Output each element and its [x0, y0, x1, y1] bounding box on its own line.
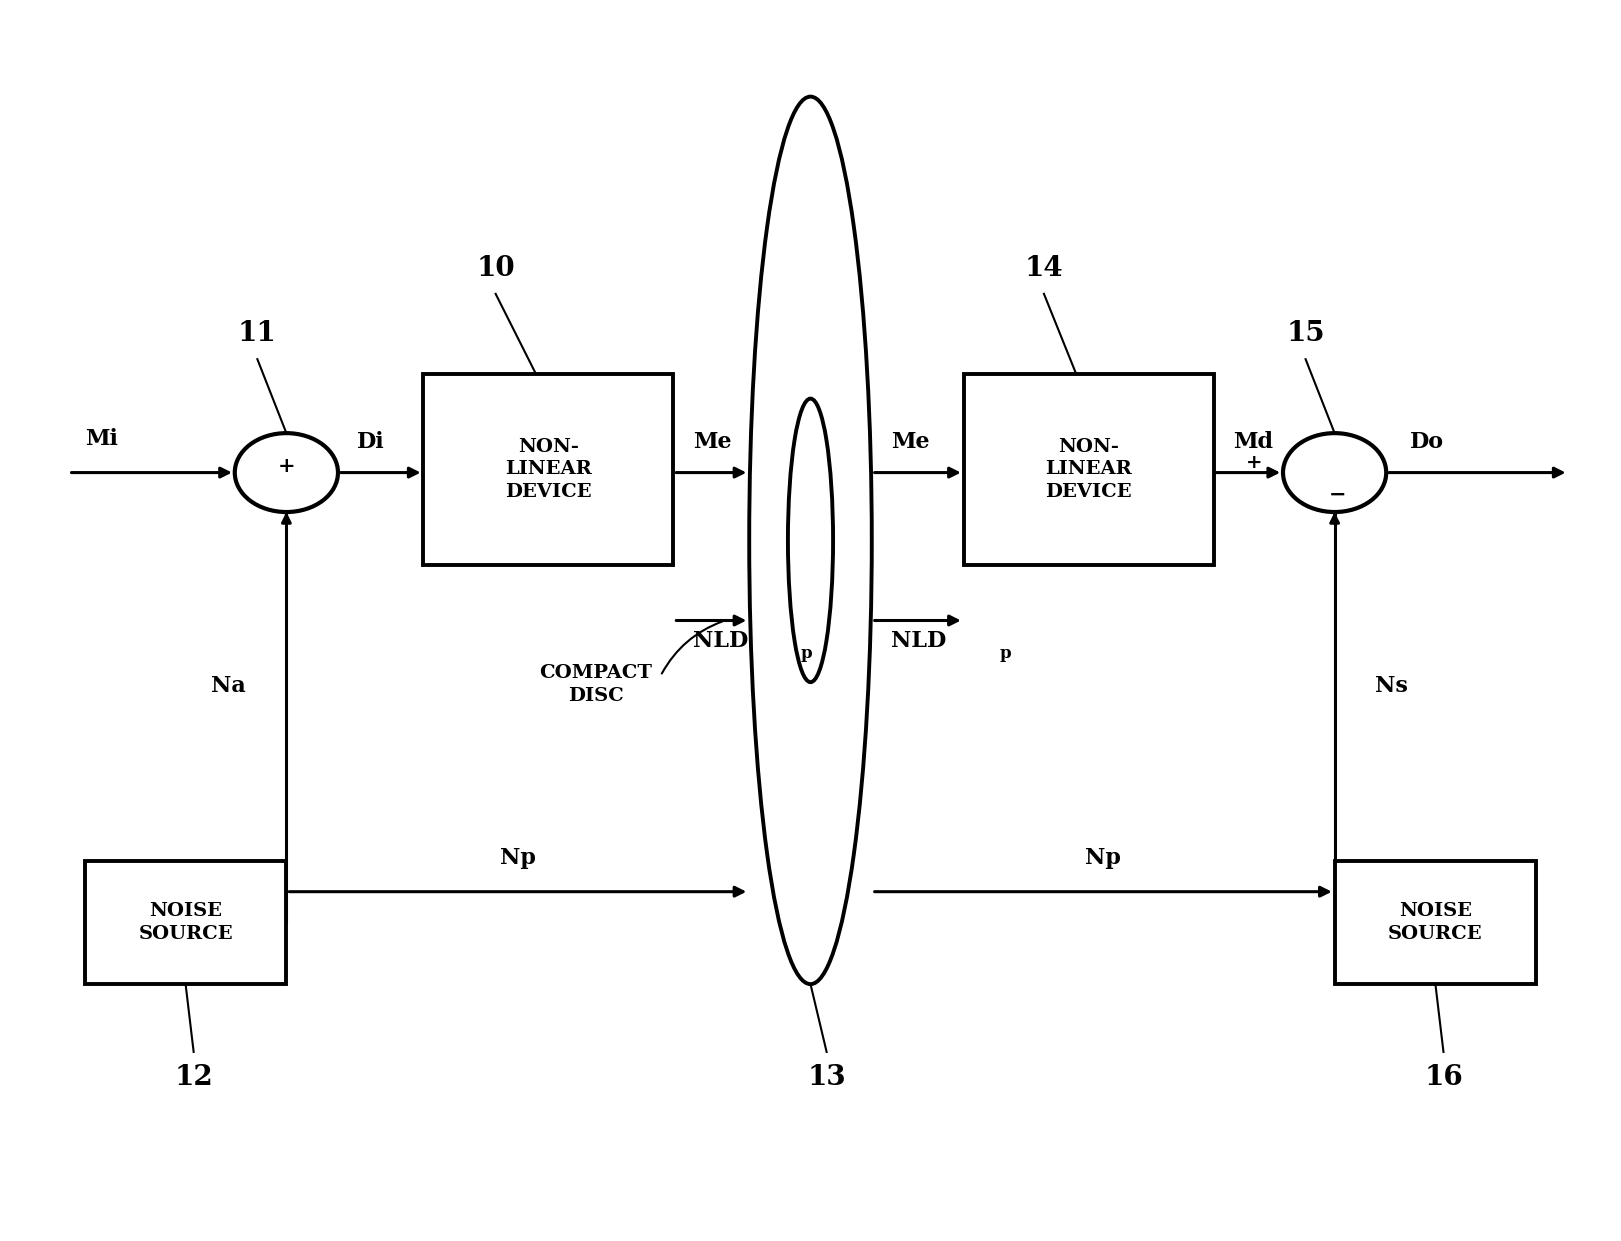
Text: 11: 11: [238, 320, 277, 346]
Text: 10: 10: [477, 254, 515, 282]
Text: Na: Na: [211, 675, 246, 697]
Text: Md: Md: [1234, 431, 1272, 453]
Text: Me: Me: [692, 431, 731, 453]
Text: Ns: Ns: [1375, 675, 1407, 697]
Text: 15: 15: [1287, 320, 1324, 346]
Text: NOISE
SOURCE: NOISE SOURCE: [1388, 902, 1483, 943]
Text: +: +: [277, 457, 295, 477]
Text: COMPACT
DISC: COMPACT DISC: [540, 664, 653, 705]
Bar: [964, 374, 1214, 565]
Text: NON-
LINEAR
DEVICE: NON- LINEAR DEVICE: [1046, 438, 1131, 501]
Text: NLD: NLD: [892, 630, 947, 653]
Text: NON-
LINEAR
DEVICE: NON- LINEAR DEVICE: [506, 438, 592, 501]
Text: p: p: [801, 645, 812, 663]
Bar: [1334, 861, 1537, 984]
Text: −: −: [1329, 484, 1347, 504]
Text: Np: Np: [499, 848, 535, 870]
Text: p: p: [999, 645, 1012, 663]
Bar: [84, 861, 287, 984]
Text: 14: 14: [1024, 254, 1063, 282]
Text: Mi: Mi: [84, 428, 118, 450]
Text: 13: 13: [807, 1065, 846, 1091]
Text: NOISE
SOURCE: NOISE SOURCE: [138, 902, 233, 943]
Text: Di: Di: [357, 431, 384, 453]
Bar: [423, 374, 673, 565]
Text: NLD: NLD: [692, 630, 747, 653]
Text: 16: 16: [1425, 1065, 1462, 1091]
Text: 12: 12: [175, 1065, 212, 1091]
Text: Do: Do: [1410, 431, 1444, 453]
Text: +: +: [1245, 454, 1263, 472]
Text: Me: Me: [892, 431, 930, 453]
Text: Np: Np: [1086, 848, 1122, 870]
